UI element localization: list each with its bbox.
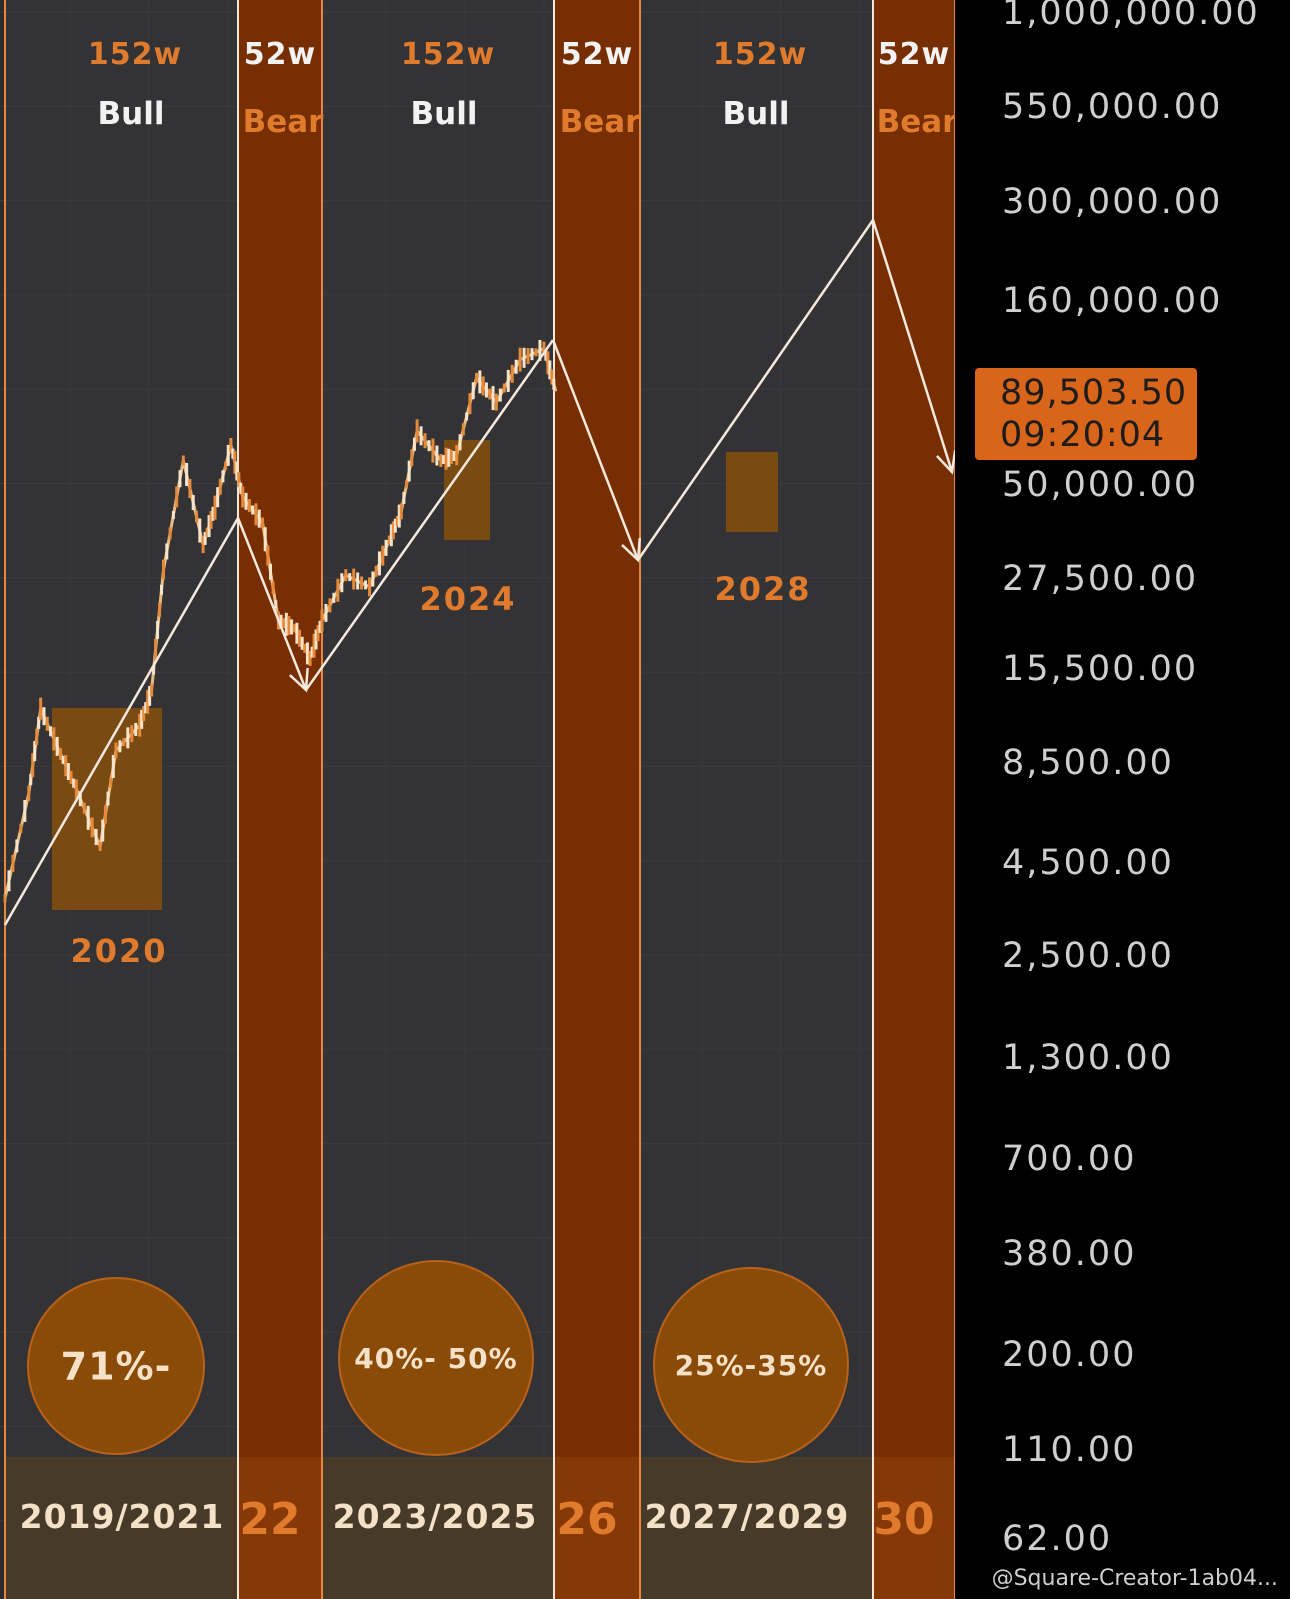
- percent-label: 71%-: [61, 1344, 172, 1388]
- weeks-label: 152w: [713, 37, 807, 72]
- year-label: 26: [556, 1494, 617, 1545]
- projection-segment: [636, 219, 875, 561]
- projection-arrowhead: [936, 450, 957, 475]
- tick-label: 200.00: [1002, 1335, 1136, 1375]
- band-bear: [554, 0, 640, 1599]
- weeks-label: 152w: [401, 37, 495, 72]
- tick-label: 50,000.00: [1002, 465, 1198, 505]
- tick-label: 8,500.00: [1002, 743, 1174, 783]
- year-label: 22: [239, 1494, 300, 1545]
- tick-label: 300,000.00: [1002, 182, 1222, 222]
- watermark: @Square-Creator-1ab04...: [991, 1566, 1278, 1591]
- percent-label: 25%-35%: [675, 1349, 828, 1382]
- price-axis: 1,000,000.00 550,000.00 300,000.00 160,000.…: [955, 0, 1290, 1599]
- percent-label: 40%- 50%: [354, 1342, 517, 1375]
- percent-badges: 71%- 40%- 50% 25%-35%: [27, 1260, 849, 1463]
- tick-label: 700.00: [1002, 1139, 1136, 1179]
- halving-box-2028: [726, 452, 778, 532]
- cycle-label: 2027/2029: [645, 1497, 850, 1536]
- tick-label: 62.00: [1002, 1519, 1112, 1559]
- band-footer: [238, 1457, 322, 1599]
- tick-label: 160,000.00: [1002, 281, 1222, 321]
- phase-label: Bear: [243, 104, 325, 140]
- tick-label: 15,500.00: [1002, 649, 1198, 689]
- band-footer: [640, 1457, 873, 1599]
- tick-label: 1,000,000.00: [1002, 0, 1260, 33]
- phase-label: Bear: [560, 104, 642, 140]
- band-footer: [873, 1457, 955, 1599]
- axis-background: [955, 0, 1290, 1599]
- weeks-label: 52w: [244, 37, 316, 72]
- projection-segment: [551, 339, 640, 561]
- current-price-box: [975, 368, 1197, 460]
- year-label: 30: [873, 1494, 934, 1545]
- projection-segment: [871, 219, 954, 473]
- band-footer: [554, 1457, 640, 1599]
- phase-label: Bull: [98, 96, 165, 132]
- current-price-countdown: 09:20:04: [1000, 415, 1165, 455]
- projection-segment: [236, 517, 308, 691]
- tick-label: 1,300.00: [1002, 1038, 1174, 1078]
- projection-segment: [304, 339, 555, 691]
- phase-label: Bull: [723, 96, 790, 132]
- tick-label: 2,500.00: [1002, 936, 1174, 976]
- price-series: [3, 339, 558, 903]
- weeks-label: 52w: [878, 37, 950, 72]
- percent-badge: [653, 1267, 849, 1463]
- band-bear: [238, 0, 322, 1599]
- phase-label: Bear: [877, 104, 959, 140]
- tick-label: 4,500.00: [1002, 843, 1174, 883]
- percent-badge: [338, 1260, 534, 1456]
- band-footer: [322, 1457, 554, 1599]
- cycle-label: 2019/2021: [20, 1497, 225, 1536]
- tick-label: 110.00: [1002, 1430, 1136, 1470]
- tick-label: 550,000.00: [1002, 87, 1222, 127]
- phase-labels: 152w Bull 2019/2021 52w Bear 22 152w Bull 2023/2…: [20, 37, 959, 1545]
- phase-label: Bull: [411, 96, 478, 132]
- current-price-value: 89,503.50: [1000, 373, 1187, 413]
- cycle-label: 2023/2025: [333, 1497, 538, 1536]
- band-footer: [5, 1457, 238, 1599]
- halving-label: 2020: [70, 932, 167, 970]
- percent-badge: [27, 1277, 205, 1455]
- band-bear: [873, 0, 955, 1599]
- halving-label: 2028: [714, 570, 811, 608]
- weeks-label: 152w: [88, 37, 182, 72]
- tick-label: 380.00: [1002, 1234, 1136, 1274]
- projection-segment: [3, 517, 240, 926]
- projection-path: [3, 219, 957, 926]
- halving-label: 2024: [419, 580, 516, 618]
- tick-label: 27,500.00: [1002, 559, 1198, 599]
- weeks-label: 52w: [561, 37, 633, 72]
